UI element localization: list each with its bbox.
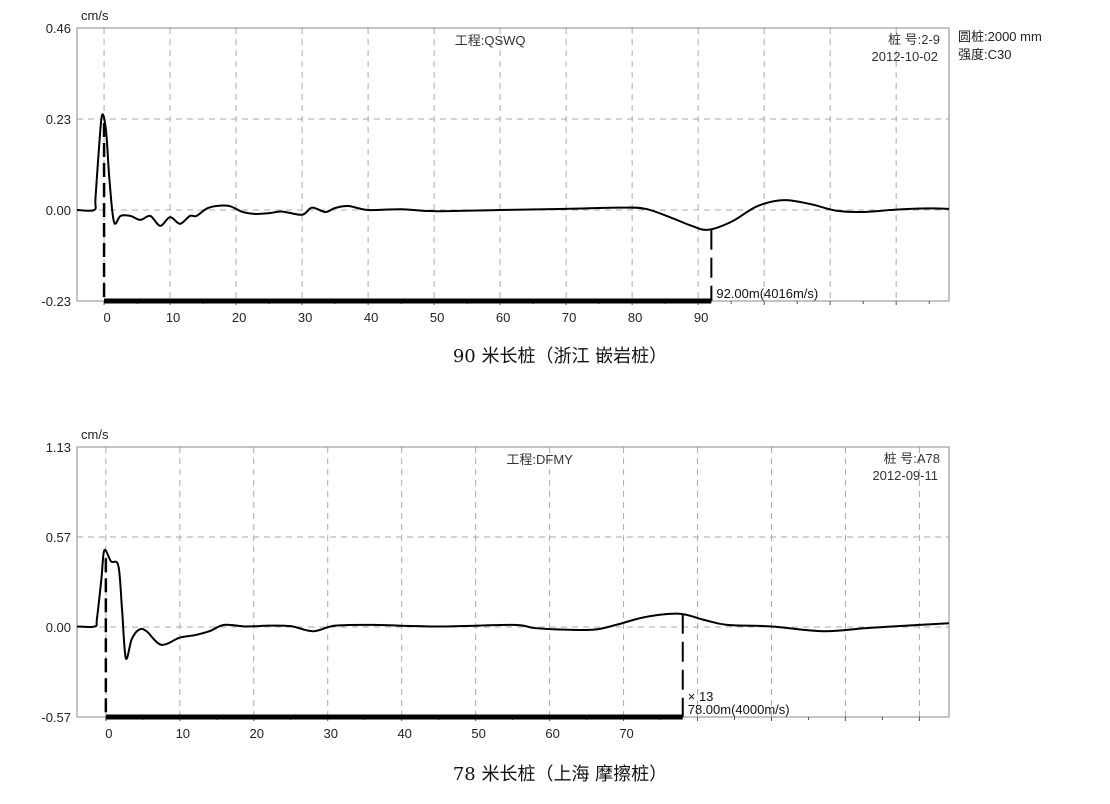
y-tick-label: -0.57	[41, 710, 71, 725]
side-info-label: 圆桩:2000 mm	[958, 29, 1042, 44]
x-tick-label: 40	[397, 726, 411, 741]
project-label: 工程:DFMY	[506, 452, 573, 467]
x-tick-label: 90	[694, 310, 708, 325]
x-tick-label: 0	[105, 726, 112, 741]
y-unit-label: cm/s	[81, 8, 109, 23]
x-tick-label: 10	[166, 310, 180, 325]
velocity-curve	[76, 113, 950, 231]
y-tick-label: 0.23	[46, 112, 71, 127]
project-label: 工程:QSWQ	[455, 33, 526, 48]
chart-1: 0.46 0.23 0.00 -0.23 cm/s 0 10 20 30 40 50 60 70 80 90…	[41, 8, 1041, 325]
x-tick-label: 70	[562, 310, 576, 325]
x-tick-label: 10	[176, 726, 190, 741]
chart-2: 1.13 0.57 0.00 -0.57 cm/s 0 10 20 30 40 50 60 70 工程:D…	[41, 427, 950, 741]
velocity-curve	[76, 548, 950, 660]
gain-label: × 13	[688, 689, 714, 704]
y-tick-label: 0.00	[46, 620, 71, 635]
x-tick-label: 30	[323, 726, 337, 741]
x-tick-label: 40	[364, 310, 378, 325]
caption-chart-1: 90 米长桩（浙江 嵌岩桩）	[452, 346, 668, 367]
y-unit-label: cm/s	[81, 427, 109, 442]
x-tick-label: 50	[471, 726, 485, 741]
x-tick-label: 70	[619, 726, 633, 741]
y-tick-label: 1.13	[46, 440, 71, 455]
pile-length-label: 78.00m(4000m/s)	[688, 702, 790, 717]
side-info-label: 强度:C30	[958, 47, 1011, 62]
pile-length-label: 92.00m(4016m/s)	[716, 286, 818, 301]
x-tick-label: 50	[430, 310, 444, 325]
x-tick-label: 0	[103, 310, 110, 325]
y-tick-label: 0.00	[46, 203, 71, 218]
y-tick-label: -0.23	[41, 294, 71, 309]
x-tick-label: 30	[298, 310, 312, 325]
caption-chart-2: 78 米长桩（上海 摩擦桩）	[452, 764, 668, 785]
y-tick-label: 0.57	[46, 530, 71, 545]
x-tick-label: 80	[628, 310, 642, 325]
x-tick-label: 60	[496, 310, 510, 325]
pile-number-label: 桩 号:2-9	[888, 32, 940, 47]
pile-number-label: 桩 号:A78	[884, 451, 940, 466]
plot-frame	[76, 27, 950, 302]
date-label: 2012-09-11	[872, 468, 938, 483]
date-label: 2012-10-02	[872, 49, 939, 64]
x-tick-label: 20	[232, 310, 246, 325]
plot-frame	[76, 446, 950, 718]
x-tick-label: 20	[250, 726, 264, 741]
x-tick-label: 60	[545, 726, 559, 741]
y-tick-label: 0.46	[46, 21, 71, 36]
